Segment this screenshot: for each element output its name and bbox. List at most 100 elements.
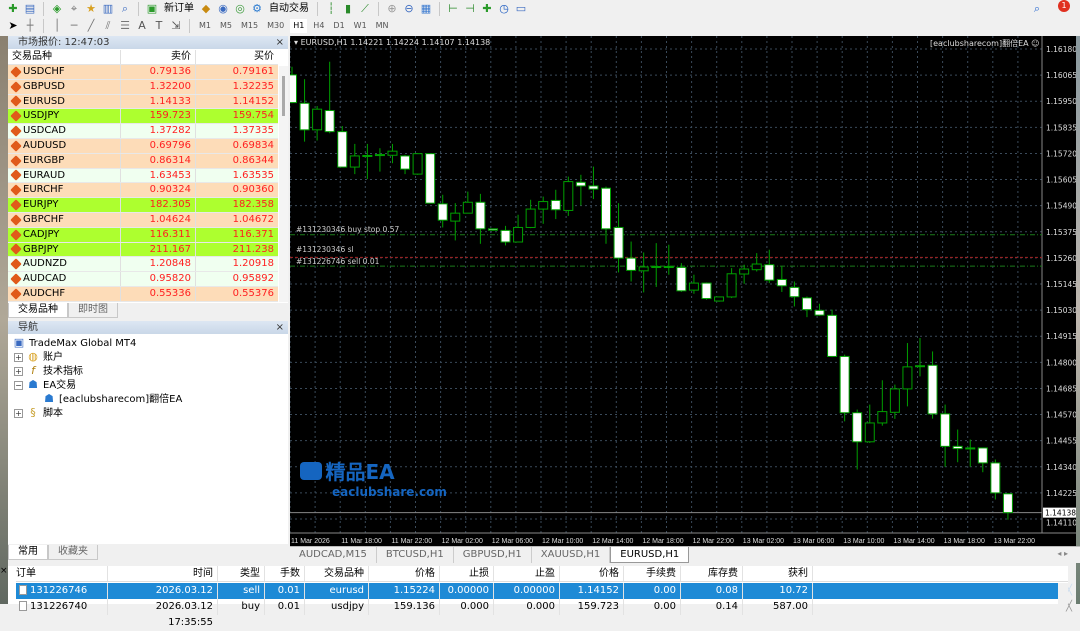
timeframe-m5[interactable]: M5 [220, 21, 232, 30]
trendline-icon[interactable]: ╱ [87, 19, 95, 32]
market-watch-row[interactable]: AUDUSD 0.69796 0.69834 [8, 139, 278, 154]
chart-tab-eurusd[interactable]: EURUSD,H1 [610, 547, 690, 563]
close-icon[interactable]: × [275, 37, 284, 48]
market-watch-row[interactable]: CADJPY 116.311 116.371 [8, 227, 278, 243]
timeframe-m1[interactable]: M1 [199, 21, 211, 30]
new-order-icon[interactable]: ▣ [146, 1, 158, 15]
tab-favorites[interactable]: 收藏夹 [48, 545, 98, 560]
column-symbol[interactable]: 交易品种 [8, 50, 121, 64]
text-icon[interactable]: A [138, 19, 146, 32]
equidistant-channel-icon[interactable]: ⫽ [105, 19, 111, 32]
market-watch-row[interactable]: USDCHF 0.79136 0.79161 [8, 65, 278, 80]
cursor-icon[interactable]: ➤ [8, 19, 18, 32]
chart-shift-icon[interactable]: ⊣ [465, 1, 475, 15]
market-icon[interactable]: ◆ [201, 1, 211, 15]
terminal-column-header[interactable]: 手续费 [624, 566, 681, 581]
signals-icon[interactable]: ◉ [218, 1, 228, 15]
crosshair-icon[interactable]: ┼ [26, 19, 34, 32]
terminal-column-header[interactable]: 手数 [265, 566, 305, 581]
terminal-column-header[interactable]: 时间 [108, 566, 218, 581]
close-order-icon[interactable]: ╳ [1065, 585, 1072, 596]
new-order-button[interactable]: 新订单 [164, 2, 194, 14]
horizontal-line-icon[interactable]: ─ [70, 19, 78, 32]
market-watch-row[interactable]: USDCAD 1.37282 1.37335 [8, 124, 278, 139]
zoom-in-icon[interactable]: ⊕ [387, 1, 397, 15]
terminal-column-header[interactable]: 止盈 [494, 566, 560, 581]
terminal-column-header[interactable]: 止损 [440, 566, 494, 581]
bar-chart-icon[interactable]: ┆ [327, 1, 335, 15]
timeframe-m15[interactable]: M15 [241, 21, 259, 30]
strategy-tester-icon[interactable]: ⌕ [121, 1, 129, 15]
market-watch-row[interactable]: EURGBP 0.86314 0.86344 [8, 153, 278, 169]
tab-tick-chart[interactable]: 即时图 [68, 303, 118, 318]
terminal-column-header[interactable]: 订单 [16, 566, 108, 581]
chart-tab-xauusd[interactable]: XAUUSD,H1 [532, 547, 611, 563]
terminal-column-header[interactable]: 价格 [369, 566, 440, 581]
market-watch-row[interactable]: GBPJPY 211.167 211.238 [8, 242, 278, 258]
terminal-icon[interactable]: ▥ [102, 1, 114, 15]
terminal-column-header[interactable]: 交易品种 [305, 566, 369, 581]
nav-item-scripts[interactable]: + § 脚本 [14, 406, 63, 420]
terminal-column-header[interactable]: 类型 [218, 566, 265, 581]
expand-icon[interactable]: + [14, 352, 23, 362]
nav-item-ea[interactable]: ☗ [eaclubsharecom]翻倍EA [42, 392, 182, 406]
timeframe-d1[interactable]: D1 [333, 21, 345, 30]
market-watch-row[interactable]: AUDCHF 0.55336 0.55376 [8, 287, 278, 302]
terminal-column-header[interactable]: 库存费 [681, 566, 743, 581]
column-bid[interactable]: 卖价 [121, 50, 196, 64]
close-icon[interactable]: × [275, 322, 284, 333]
expand-icon[interactable]: + [14, 408, 23, 418]
nav-item-expert-advisors[interactable]: − ☗ EA交易 [14, 378, 76, 392]
auto-trading-icon[interactable]: ⚙ [252, 1, 262, 15]
autoscroll-icon[interactable]: ⊢ [448, 1, 458, 15]
market-watch-row[interactable]: USDJPY 159.723 159.754 [8, 109, 278, 125]
candlestick-chart[interactable]: 1.16180 1.16065 1.15950 1.15835 1.15720 1.156… [290, 36, 1076, 546]
chart-tab-gbpusd[interactable]: GBPUSD,H1 [454, 547, 532, 563]
fibonacci-icon[interactable]: ☰ [120, 19, 130, 32]
nav-root[interactable]: ▣ TradeMax Global MT4 [12, 336, 137, 350]
market-watch-row[interactable]: AUDCAD 0.95820 0.95892 [8, 272, 278, 287]
navigator-icon[interactable]: ★ [86, 1, 96, 15]
indicators-icon[interactable]: ✚ [482, 1, 492, 15]
market-watch-row[interactable]: GBPCHF 1.04624 1.04672 [8, 213, 278, 228]
order-row[interactable]: 131226746 2026.03.12 17:35:55 sell 0.01 euru… [16, 583, 1072, 612]
terminal-column-header[interactable]: 价格 [560, 566, 624, 581]
chart-window[interactable]: 1.16180 1.16065 1.15950 1.15835 1.15720 1.156… [290, 36, 1076, 546]
zoom-out-icon[interactable]: ⊖ [404, 1, 414, 15]
templates-icon[interactable]: ▭ [515, 1, 527, 15]
vertical-line-icon[interactable]: │ [53, 19, 61, 32]
timeframe-mn[interactable]: MN [375, 21, 389, 30]
nav-item-indicators[interactable]: + f 技术指标 [14, 364, 83, 378]
new-chart-icon[interactable]: ✚ [8, 1, 18, 15]
market-watch-row[interactable]: EURAUD 1.63453 1.63535 [8, 168, 278, 184]
expand-icon[interactable]: + [14, 366, 23, 376]
order-row[interactable]: 131226740 2026.03.12 17:35:55 buy 0.01 usdjp… [16, 599, 1072, 628]
periods-icon[interactable]: ◷ [499, 1, 509, 15]
market-watch-row[interactable]: GBPUSD 1.32200 1.32235 [8, 79, 278, 95]
vps-icon[interactable]: ◎ [235, 1, 245, 15]
market-watch-row[interactable]: EURJPY 182.305 182.358 [8, 198, 278, 213]
scrollbar-thumb[interactable] [282, 76, 285, 116]
tab-common[interactable]: 常用 [8, 545, 48, 560]
text-label-icon[interactable]: T [155, 19, 163, 32]
collapse-icon[interactable]: − [14, 380, 23, 390]
timeframe-m30[interactable]: M30 [267, 21, 285, 30]
terminal-column-header[interactable]: 获利 [743, 566, 813, 581]
notification-badge[interactable]: 1 [1058, 0, 1070, 12]
auto-trading-button[interactable]: 自动交易 [269, 2, 309, 14]
market-watch-row[interactable]: AUDNZD 1.20848 1.20918 [8, 257, 278, 273]
tile-windows-icon[interactable]: ▦ [420, 1, 432, 15]
tab-scroll-arrows[interactable]: ◂ ▸ [1057, 549, 1068, 558]
search-icon[interactable]: ⌕ [1033, 2, 1041, 15]
terminal-scrollbar[interactable] [1058, 583, 1068, 604]
market-watch-icon[interactable]: ◈ [52, 1, 62, 15]
candlestick-icon[interactable]: ▮ [344, 1, 352, 15]
tab-symbols[interactable]: 交易品种 [8, 303, 68, 318]
chart-tab-audcad[interactable]: AUDCAD,M15 [290, 547, 377, 563]
column-ask[interactable]: 买价 [254, 51, 274, 62]
timeframe-h1[interactable]: H1 [290, 19, 308, 33]
market-watch-row[interactable]: EURUSD 1.14133 1.14152 [8, 94, 278, 110]
market-watch-row[interactable]: EURCHF 0.90324 0.90360 [8, 183, 278, 199]
crosshair-data-icon[interactable]: ⌖ [70, 1, 78, 15]
chart-tab-btcusd[interactable]: BTCUSD,H1 [377, 547, 454, 563]
